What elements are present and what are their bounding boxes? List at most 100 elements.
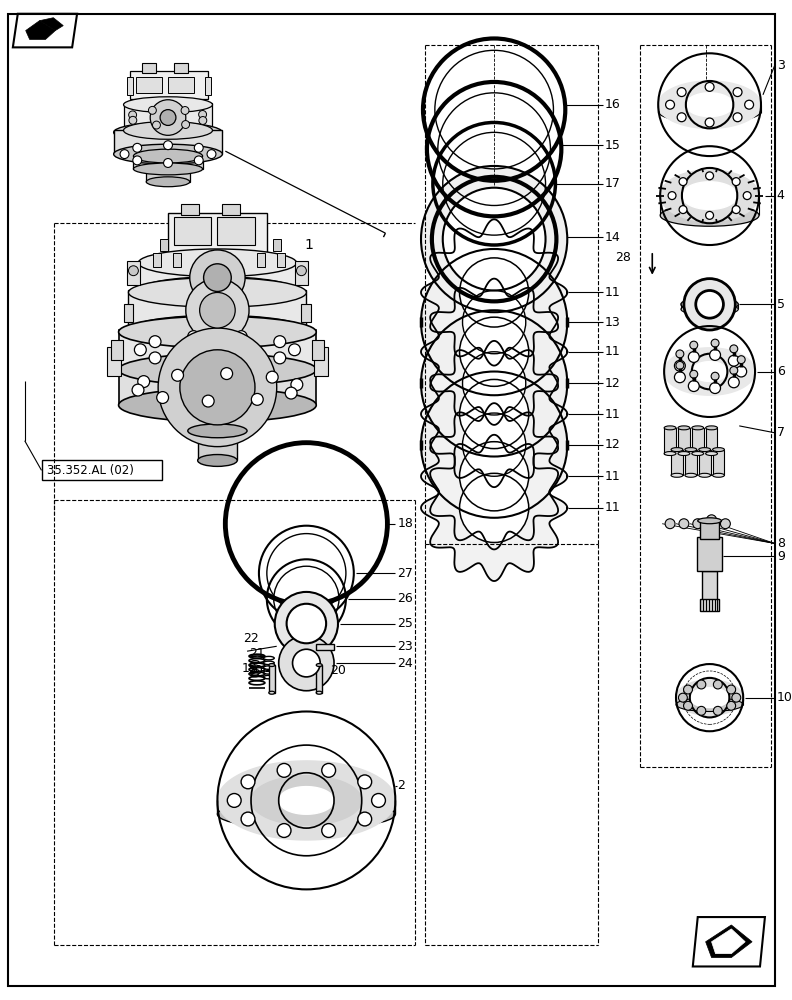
Circle shape	[199, 117, 207, 124]
Bar	[168, 77, 194, 93]
Circle shape	[279, 635, 334, 691]
Bar	[699, 599, 719, 611]
Polygon shape	[661, 170, 759, 221]
Circle shape	[251, 393, 263, 405]
Text: 25: 25	[398, 617, 413, 630]
Polygon shape	[279, 787, 334, 814]
Polygon shape	[40, 18, 63, 31]
Circle shape	[235, 357, 247, 369]
Text: 18: 18	[398, 517, 413, 530]
Text: 21: 21	[249, 647, 265, 660]
Bar	[111, 340, 123, 360]
Circle shape	[706, 172, 714, 180]
Polygon shape	[463, 413, 526, 476]
Text: 20: 20	[247, 664, 263, 677]
Ellipse shape	[268, 664, 275, 667]
Text: 9: 9	[777, 550, 785, 563]
Circle shape	[729, 355, 739, 366]
Ellipse shape	[133, 163, 203, 175]
Bar	[204, 77, 211, 95]
Circle shape	[665, 519, 675, 529]
Text: 22: 22	[243, 632, 259, 645]
Text: 7: 7	[777, 426, 785, 439]
Circle shape	[153, 121, 161, 129]
Circle shape	[737, 356, 745, 364]
Circle shape	[188, 331, 200, 343]
Circle shape	[148, 106, 156, 114]
Bar	[107, 347, 120, 376]
Ellipse shape	[681, 297, 738, 311]
Text: 5: 5	[777, 298, 785, 311]
Bar	[316, 665, 322, 693]
Ellipse shape	[699, 448, 710, 452]
Bar	[128, 77, 133, 95]
Circle shape	[133, 143, 142, 152]
Bar	[272, 239, 280, 251]
Polygon shape	[693, 917, 765, 966]
Circle shape	[158, 328, 276, 447]
Bar	[119, 370, 316, 405]
Ellipse shape	[706, 426, 718, 430]
Polygon shape	[463, 352, 526, 415]
Circle shape	[288, 344, 300, 356]
Ellipse shape	[681, 303, 738, 315]
Circle shape	[683, 685, 692, 694]
Bar	[127, 261, 140, 285]
Circle shape	[676, 361, 683, 369]
Circle shape	[194, 143, 204, 152]
Ellipse shape	[188, 402, 247, 416]
Text: 11: 11	[605, 501, 621, 514]
Polygon shape	[459, 317, 529, 386]
Bar	[671, 450, 683, 475]
Circle shape	[684, 279, 735, 330]
Text: 20: 20	[330, 664, 346, 677]
Circle shape	[287, 604, 326, 643]
Circle shape	[705, 118, 714, 127]
Circle shape	[706, 515, 717, 525]
Bar	[223, 204, 240, 215]
Circle shape	[277, 763, 291, 777]
Circle shape	[675, 372, 685, 383]
Text: 8: 8	[777, 537, 785, 550]
Circle shape	[693, 519, 703, 529]
Bar	[139, 261, 296, 290]
Polygon shape	[443, 188, 546, 290]
Bar	[124, 103, 212, 130]
Circle shape	[733, 113, 742, 122]
Bar	[174, 63, 188, 73]
Text: 10: 10	[777, 691, 792, 704]
Circle shape	[683, 701, 692, 710]
Circle shape	[274, 336, 286, 348]
Bar	[713, 450, 725, 475]
Circle shape	[697, 706, 706, 715]
Circle shape	[241, 775, 255, 789]
Polygon shape	[686, 93, 733, 117]
Circle shape	[227, 794, 241, 807]
Circle shape	[235, 331, 247, 343]
Circle shape	[322, 824, 336, 837]
Circle shape	[200, 292, 235, 328]
Circle shape	[128, 266, 139, 276]
Text: 12: 12	[605, 438, 621, 451]
Circle shape	[149, 352, 161, 364]
Circle shape	[180, 350, 255, 425]
Bar	[114, 130, 223, 154]
Polygon shape	[690, 688, 729, 708]
Circle shape	[679, 178, 687, 186]
Circle shape	[744, 100, 753, 109]
Circle shape	[120, 150, 129, 159]
Ellipse shape	[139, 277, 296, 304]
Ellipse shape	[698, 518, 722, 524]
Circle shape	[221, 368, 233, 380]
Circle shape	[714, 680, 722, 689]
Text: 15: 15	[605, 139, 621, 152]
Circle shape	[135, 344, 147, 356]
Bar	[131, 71, 208, 99]
Circle shape	[133, 156, 142, 165]
Ellipse shape	[119, 356, 316, 387]
Bar	[268, 665, 275, 693]
Circle shape	[679, 206, 687, 214]
Bar	[174, 217, 211, 245]
Circle shape	[371, 794, 386, 807]
Ellipse shape	[661, 205, 759, 226]
